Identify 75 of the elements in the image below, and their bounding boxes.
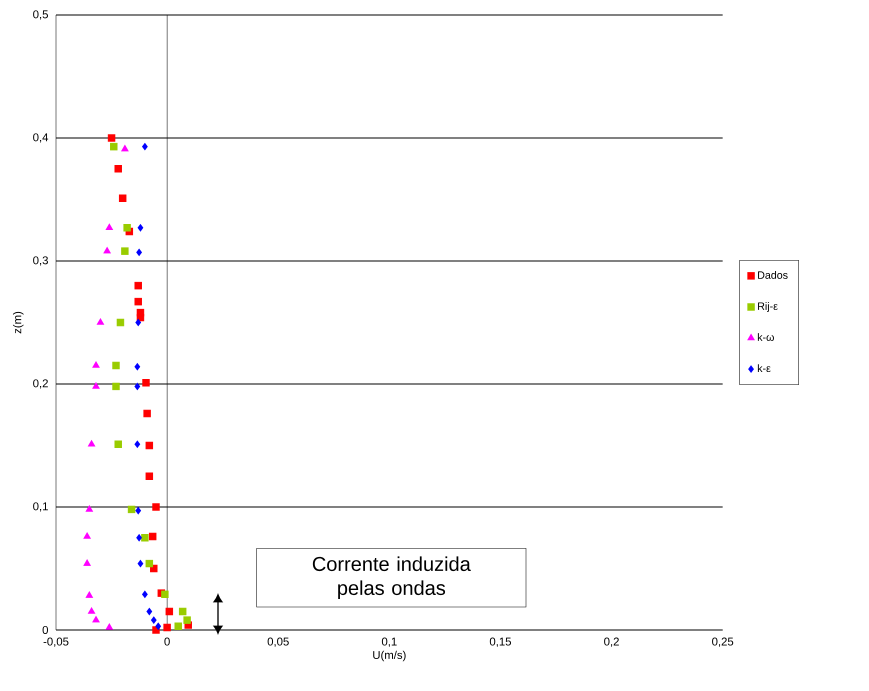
point [183,616,191,624]
point [114,165,122,172]
point [123,224,131,232]
point [138,224,144,232]
point [146,608,152,616]
point [116,318,124,326]
y-tick-label: 0 [42,626,48,634]
point [103,246,111,254]
y-tick-label: 0,1 [33,502,48,512]
point [146,560,154,568]
point [83,532,91,539]
point [134,298,142,306]
point [135,318,142,326]
point [142,379,150,386]
point [143,410,151,418]
y-tick-label: 0,4 [33,133,48,143]
point [142,590,148,598]
point [112,382,120,390]
point [110,142,118,150]
point [112,362,120,370]
x-tick-label: 0,2 [604,638,619,647]
point [174,622,182,630]
point [142,142,148,150]
point [134,440,140,448]
point [134,363,140,371]
y-axis-title: z(m) [12,312,24,334]
point [134,282,142,290]
point [152,503,160,511]
x-tick-label: 0,25 [712,638,734,647]
point [92,382,100,389]
point [141,534,149,542]
point [88,440,96,447]
point [96,318,104,325]
y-tick-label: 0,2 [33,379,48,389]
y-tick-label: 0,3 [33,256,48,266]
legend-label: Dados [758,271,788,279]
point [163,624,171,632]
point [114,440,122,448]
annotation: Corrente induzida pelas ondas [312,556,471,600]
point [134,382,140,390]
x-tick-label: 0,15 [490,638,511,647]
x-tick-label: 0 [164,638,170,646]
legend-label: Rij-ε [758,302,778,312]
point [146,442,154,450]
point [92,361,100,368]
point [86,591,94,598]
point [118,194,126,202]
point [128,506,136,514]
x-tick-label: 0,1 [382,638,397,647]
x-axis-title: U(m/s) [373,650,406,662]
point [92,616,100,622]
point [106,623,114,630]
point [178,608,186,616]
point [121,247,129,255]
point [150,616,157,624]
point [136,534,142,542]
point [88,607,96,614]
legend-label: k-ε [758,364,771,372]
point [86,505,94,512]
point [138,560,144,568]
x-tick-label: 0,05 [268,638,289,647]
point [83,559,91,566]
point [161,590,169,598]
point [121,144,129,152]
point [148,532,156,540]
point [135,506,142,514]
point [146,472,154,480]
point [106,224,114,230]
point [108,134,116,142]
y-tick-label: 0,5 [33,10,48,20]
point [166,608,174,616]
legend-label: k-ω [758,333,774,341]
point [136,248,142,256]
x-tick-label: -0,05 [44,638,68,647]
point [155,622,162,630]
